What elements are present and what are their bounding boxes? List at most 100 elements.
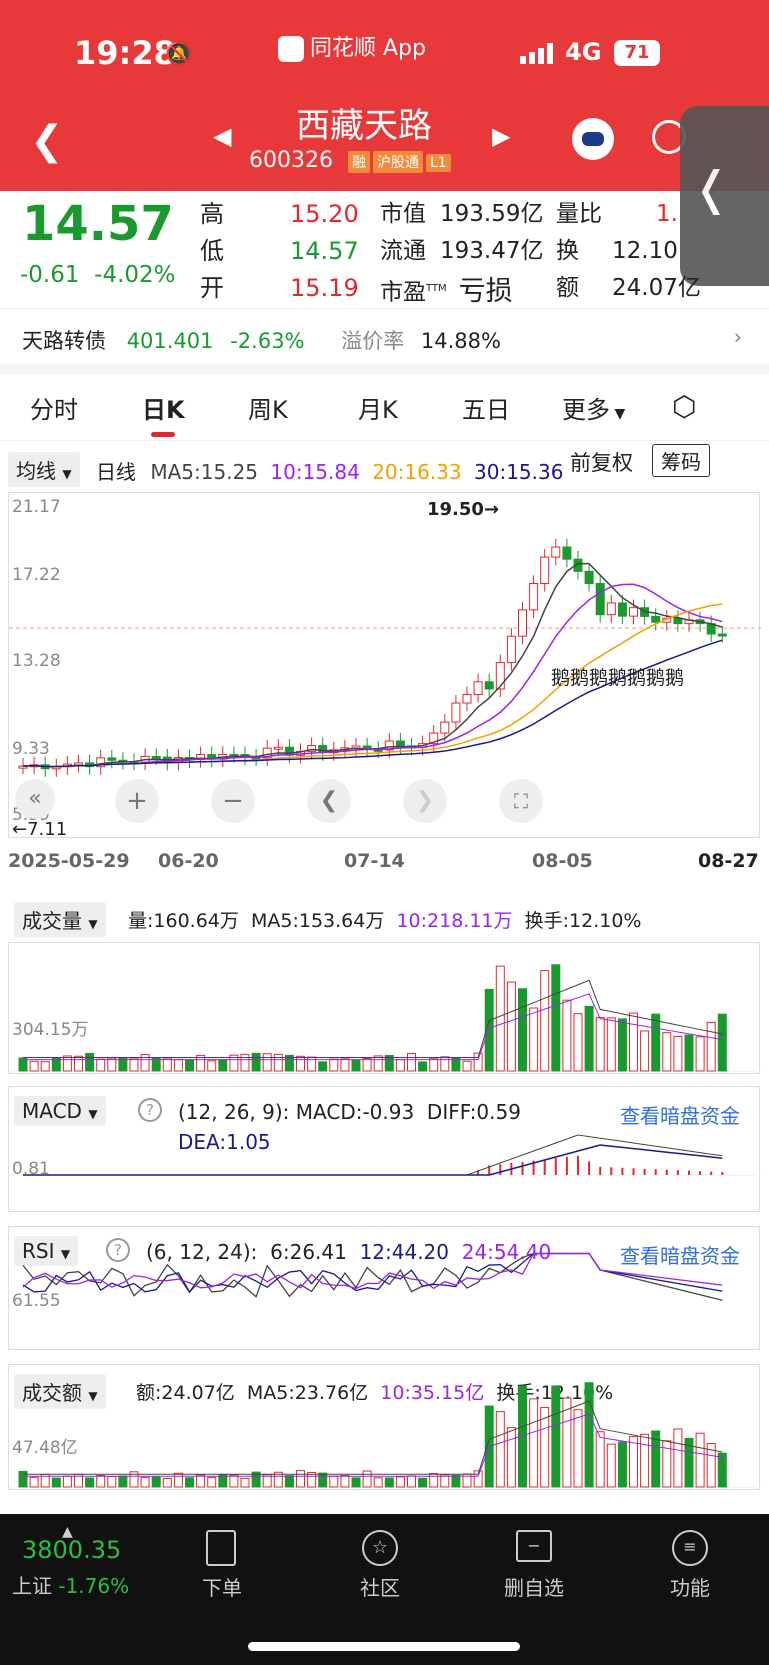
scroll-right-button[interactable]: ❯ bbox=[403, 779, 447, 823]
volume-chart[interactable]: 304.15万 bbox=[8, 942, 761, 1074]
volume-bar bbox=[251, 1052, 261, 1072]
candle bbox=[540, 556, 550, 585]
zoom-in-button[interactable]: + bbox=[115, 779, 159, 823]
next-stock-button[interactable]: ▶ bbox=[492, 122, 511, 150]
nav-order[interactable]: 下单 bbox=[202, 1576, 242, 1600]
chip-button[interactable]: 筹码 bbox=[652, 444, 710, 477]
prev-stock-button[interactable]: ◀ bbox=[213, 122, 232, 150]
candle bbox=[651, 615, 661, 623]
amount-bar bbox=[196, 1474, 206, 1488]
side-panel-handle[interactable]: ❬ bbox=[680, 106, 769, 286]
amount-bar bbox=[684, 1437, 694, 1488]
robot-assistant-icon[interactable] bbox=[572, 118, 614, 160]
amount-bar bbox=[373, 1477, 383, 1488]
scroll-left-button[interactable]: ❮ bbox=[307, 779, 351, 823]
menu-icon[interactable]: ≡ bbox=[672, 1530, 708, 1566]
tab-monthly-k[interactable]: 月K bbox=[358, 396, 398, 424]
amount-bar bbox=[284, 1475, 294, 1488]
volume-bar bbox=[207, 1060, 217, 1072]
ma-line bbox=[23, 1400, 723, 1475]
dark-pool-link[interactable]: 查看暗盘资金 bbox=[620, 1104, 740, 1128]
quote-turnover: 换 12.10 bbox=[556, 238, 678, 264]
chart-annotation: 鹅鹅鹅鹅鹅鹅鹅 bbox=[551, 667, 685, 689]
adjust-mode[interactable]: 前复权 bbox=[570, 451, 633, 475]
amount-bar bbox=[173, 1472, 183, 1488]
active-tab-indicator bbox=[151, 432, 175, 437]
dark-pool-link[interactable]: 查看暗盘资金 bbox=[620, 1244, 740, 1268]
amount-bar bbox=[384, 1477, 394, 1488]
help-icon[interactable]: ? bbox=[106, 1238, 130, 1262]
volume-bar bbox=[529, 1007, 539, 1072]
tab-weekly-k[interactable]: 周K bbox=[248, 396, 288, 424]
community-star-icon[interactable]: ☆ bbox=[362, 1530, 398, 1566]
date-label: 07-14 bbox=[344, 850, 405, 872]
candle bbox=[484, 681, 494, 690]
macd-chart[interactable]: 0.81 bbox=[8, 1086, 761, 1212]
rsi-y-label: 61.55 bbox=[12, 1291, 61, 1311]
convertible-bond-row[interactable]: 天路转债 401.401 -2.63% 溢价率 14.88% › bbox=[22, 325, 762, 355]
amount-chart[interactable]: 47.48亿 bbox=[8, 1364, 761, 1490]
candle bbox=[717, 633, 727, 637]
macd-y-label: 0.81 bbox=[12, 1159, 50, 1179]
network-label: 4G bbox=[565, 38, 602, 66]
help-icon[interactable]: ? bbox=[138, 1098, 162, 1122]
amount-bar bbox=[251, 1471, 261, 1488]
rsi-chart[interactable]: 61.55 bbox=[8, 1226, 760, 1350]
tab-more[interactable]: 更多 ▼ bbox=[562, 396, 626, 424]
scroll-start-button[interactable]: « bbox=[15, 779, 55, 819]
volume-bar bbox=[284, 1054, 294, 1072]
rsi-dropdown[interactable]: RSI ▼ bbox=[14, 1236, 79, 1266]
nav-community[interactable]: 社区 bbox=[360, 1576, 400, 1600]
date-label: 2025-05-29 bbox=[8, 850, 130, 872]
volume-bar bbox=[384, 1054, 394, 1072]
macd-dropdown[interactable]: MACD ▼ bbox=[14, 1096, 106, 1126]
price-change: -0.61 -4.02% bbox=[20, 262, 176, 288]
app-logo-icon bbox=[278, 36, 304, 62]
amount-bar bbox=[340, 1474, 350, 1488]
amount-dropdown[interactable]: 成交额 ▼ bbox=[14, 1374, 106, 1409]
amount-bar bbox=[606, 1443, 616, 1488]
quote-col-3: 量比 1. 换 12.10 额 24.07亿 bbox=[556, 196, 701, 307]
amount-bar bbox=[307, 1471, 317, 1488]
volume-bar bbox=[606, 1017, 616, 1072]
amount-bar bbox=[706, 1443, 716, 1488]
candle bbox=[606, 602, 616, 616]
remove-watchlist-icon[interactable]: − bbox=[516, 1530, 552, 1562]
volume-dropdown[interactable]: 成交量 ▼ bbox=[14, 902, 106, 937]
candle bbox=[506, 635, 516, 664]
zoom-out-button[interactable]: − bbox=[211, 779, 255, 823]
candle bbox=[529, 583, 539, 611]
amount-bar bbox=[617, 1441, 627, 1488]
volume-bar bbox=[218, 1059, 228, 1072]
volume-bar bbox=[540, 970, 550, 1072]
rsi-line bbox=[22, 1252, 723, 1301]
ma-dropdown[interactable]: 均线 ▼ bbox=[8, 452, 80, 487]
tab-daily-k[interactable]: 日K bbox=[142, 396, 185, 424]
nav-functions[interactable]: 功能 bbox=[670, 1576, 710, 1600]
index-info[interactable]: 上证 -1.76% bbox=[12, 1574, 130, 1598]
order-icon[interactable] bbox=[206, 1530, 236, 1566]
amount-bar bbox=[329, 1475, 339, 1488]
diff-line bbox=[23, 1134, 723, 1176]
home-indicator bbox=[248, 1642, 520, 1651]
volume-bar bbox=[484, 988, 494, 1072]
fullscreen-icon[interactable]: ⛶ bbox=[499, 779, 543, 823]
amount-bar bbox=[29, 1476, 39, 1488]
macd-legend: (12, 26, 9): MACD:-0.93 DIFF:0.59 bbox=[178, 1100, 521, 1124]
kline-chart[interactable]: 21.17 17.22 13.28 9.33 5.39 19.50→ ←7.11… bbox=[8, 492, 761, 840]
settings-hex-icon[interactable]: ⬡ bbox=[672, 390, 697, 423]
volume-bar bbox=[495, 965, 505, 1072]
quote-amount: 额 24.07亿 bbox=[556, 275, 701, 301]
status-app: 同花顺 App bbox=[278, 30, 426, 62]
amount-bar bbox=[418, 1477, 428, 1488]
amount-bar bbox=[395, 1476, 405, 1488]
tab-five-day[interactable]: 五日 bbox=[462, 396, 510, 424]
tab-timeshare[interactable]: 分时 bbox=[30, 396, 78, 424]
candle bbox=[573, 558, 583, 572]
amount-bar bbox=[185, 1477, 194, 1488]
amount-bar bbox=[85, 1477, 95, 1488]
nav-remove-watchlist[interactable]: 删自选 bbox=[504, 1576, 564, 1600]
back-button[interactable]: ❮ bbox=[30, 118, 64, 164]
kline-canvas[interactable] bbox=[9, 493, 761, 839]
index-value[interactable]: 3800.35 bbox=[22, 1536, 122, 1564]
